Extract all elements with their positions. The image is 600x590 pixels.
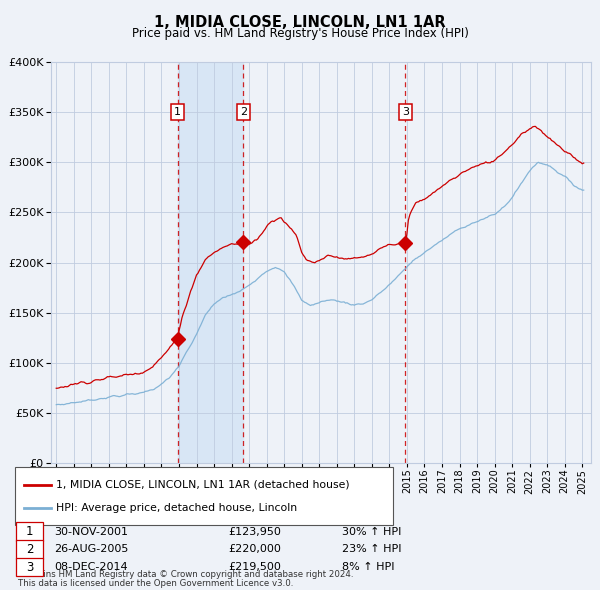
Text: HPI: Average price, detached house, Lincoln: HPI: Average price, detached house, Linc… bbox=[56, 503, 297, 513]
Text: 2: 2 bbox=[240, 107, 247, 117]
Text: £123,950: £123,950 bbox=[228, 527, 281, 537]
Text: Contains HM Land Registry data © Crown copyright and database right 2024.: Contains HM Land Registry data © Crown c… bbox=[18, 571, 353, 579]
Text: 23% ↑ HPI: 23% ↑ HPI bbox=[342, 545, 401, 555]
Text: 3: 3 bbox=[26, 560, 33, 573]
Bar bbox=[178, 62, 243, 463]
Text: 1, MIDIA CLOSE, LINCOLN, LN1 1AR: 1, MIDIA CLOSE, LINCOLN, LN1 1AR bbox=[154, 15, 446, 30]
Text: £220,000: £220,000 bbox=[228, 545, 281, 555]
Text: 1, MIDIA CLOSE, LINCOLN, LN1 1AR (detached house): 1, MIDIA CLOSE, LINCOLN, LN1 1AR (detach… bbox=[56, 480, 349, 490]
Text: 8% ↑ HPI: 8% ↑ HPI bbox=[342, 562, 395, 572]
Text: 30% ↑ HPI: 30% ↑ HPI bbox=[342, 527, 401, 537]
Text: This data is licensed under the Open Government Licence v3.0.: This data is licensed under the Open Gov… bbox=[18, 579, 293, 588]
Text: £219,500: £219,500 bbox=[228, 562, 281, 572]
Text: 1: 1 bbox=[26, 525, 33, 538]
Text: 08-DEC-2014: 08-DEC-2014 bbox=[54, 562, 128, 572]
Text: 3: 3 bbox=[402, 107, 409, 117]
Text: 2: 2 bbox=[26, 543, 33, 556]
Text: Price paid vs. HM Land Registry's House Price Index (HPI): Price paid vs. HM Land Registry's House … bbox=[131, 27, 469, 40]
Text: 30-NOV-2001: 30-NOV-2001 bbox=[54, 527, 128, 537]
Text: 26-AUG-2005: 26-AUG-2005 bbox=[54, 545, 128, 555]
Text: 1: 1 bbox=[174, 107, 181, 117]
